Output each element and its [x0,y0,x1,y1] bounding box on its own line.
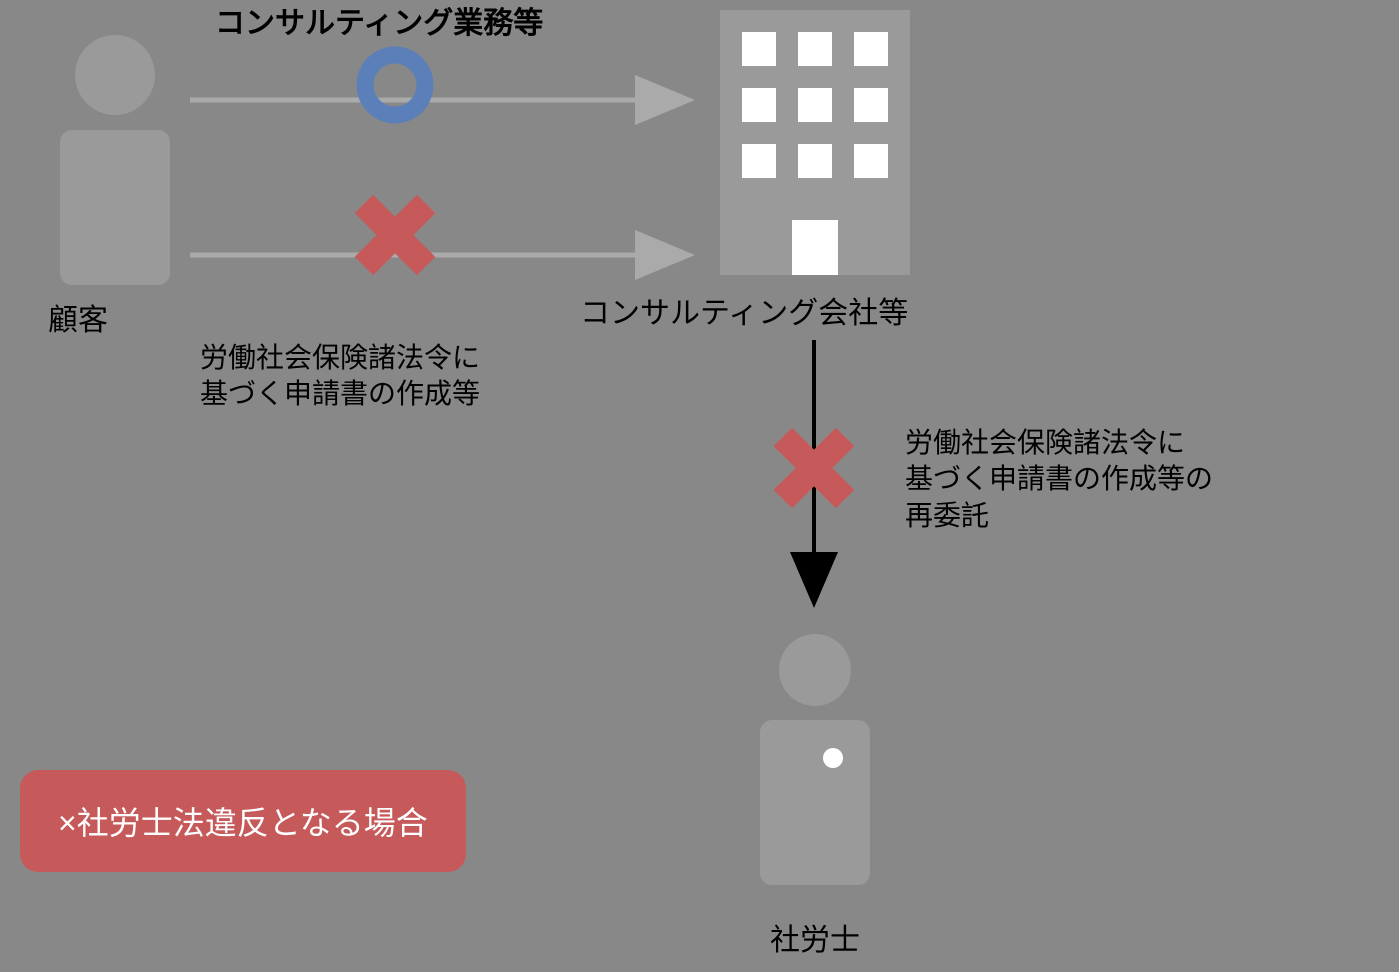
redelegation-label-line2: 基づく申請書の作成等の [905,463,1213,494]
sharoshi-icon [760,634,870,885]
labor-app-label: 労働社会保険諸法令に 基づく申請書の作成等 [200,340,480,413]
labor-app-label-line2: 基づく申請書の作成等 [200,378,480,409]
redelegation-label-line1: 労働社会保険諸法令に [905,427,1185,458]
sharoshi-label: 社労士 [770,915,860,959]
customer-label: 顧客 [48,295,108,339]
labor-app-label-line1: 労働社会保険諸法令に [200,342,480,373]
redelegation-label: 労働社会保険諸法令に 基づく申請書の作成等の 再委託 [905,425,1213,534]
cross-marker-1-icon [355,195,436,276]
customer-icon [60,35,170,285]
violation-badge: ×社労士法違反となる場合 [20,770,466,872]
redelegation-label-line3: 再委託 [905,500,989,531]
consulting-company-label: コンサルティング会社等 [580,288,908,332]
building-icon [720,10,910,275]
ok-marker-icon [365,55,425,115]
cross-marker-2-icon [774,428,855,509]
consulting-work-label: コンサルティング業務等 [215,4,543,43]
